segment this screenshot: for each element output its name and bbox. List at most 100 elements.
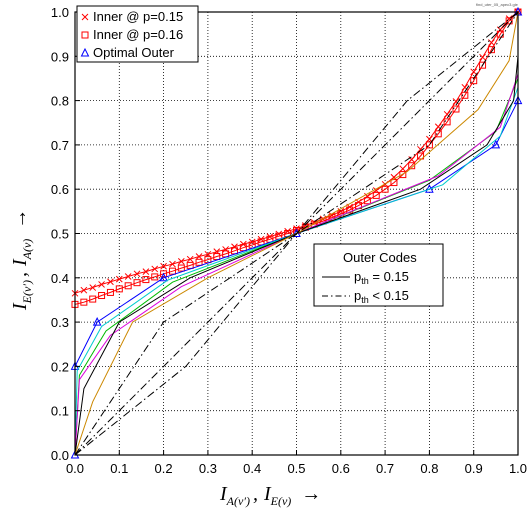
- square-marker: [133, 279, 141, 287]
- square-marker: [505, 17, 513, 25]
- series-line: [74, 11, 519, 456]
- x-marker: [364, 192, 371, 200]
- x-tick-label: 0.0: [66, 461, 84, 476]
- x-marker: [231, 243, 238, 251]
- x-axis-label: IA(v′), IE(v) →: [219, 483, 321, 508]
- square-marker: [89, 295, 97, 303]
- x-marker: [222, 246, 229, 253]
- x-marker: [470, 68, 478, 76]
- square-marker: [98, 292, 106, 300]
- y-tick-label: 0.9: [51, 49, 69, 64]
- legend-label-inner-016: Inner @ p=0.16: [93, 27, 183, 42]
- x-marker: [195, 253, 203, 260]
- series-9: [74, 11, 519, 456]
- x-marker: [81, 13, 89, 21]
- x-marker: [417, 145, 424, 153]
- corner-note: find_uter_05_apec3.gie: [476, 2, 519, 7]
- legend-label-inner-015: Inner @ p=0.15: [93, 9, 183, 24]
- y-tick-label: 0.0: [51, 448, 69, 463]
- square-marker: [195, 258, 203, 266]
- legend2-label-pth-eq: pth = 0.15: [354, 269, 409, 286]
- x-tick-label: 1.0: [509, 461, 527, 476]
- x-marker: [160, 262, 167, 270]
- x-tick-label: 0.9: [465, 461, 483, 476]
- square-marker: [115, 285, 123, 293]
- square-marker: [81, 31, 89, 39]
- y-tick-label: 1.0: [51, 5, 69, 20]
- x-marker: [452, 98, 460, 105]
- square-marker: [168, 267, 176, 275]
- x-marker: [89, 284, 97, 291]
- y-tick-label: 0.3: [51, 315, 69, 330]
- legend-outer-codes: Outer Codes pth = 0.15 pth < 0.15: [313, 243, 444, 307]
- grid: [75, 12, 518, 455]
- triangle-marker: [80, 47, 90, 57]
- x-tick-label: 0.8: [420, 461, 438, 476]
- x-tick-label: 0.4: [243, 461, 261, 476]
- legend-box: [76, 5, 199, 63]
- square-marker: [417, 152, 425, 160]
- square-marker: [186, 261, 194, 269]
- series-10: [74, 11, 519, 456]
- triangle-marker: [159, 272, 168, 282]
- x-marker: [124, 273, 132, 280]
- x-marker: [399, 165, 407, 173]
- square-marker: [363, 197, 371, 205]
- y-tick-label: 0.8: [51, 94, 69, 109]
- y-tick-label: 0.1: [51, 404, 69, 419]
- x-marker: [98, 281, 105, 288]
- x-marker: [239, 240, 247, 248]
- y-tick-label: 0.4: [51, 271, 69, 286]
- square-marker: [151, 273, 159, 281]
- x-tick-label: 0.6: [332, 461, 350, 476]
- square-marker: [239, 244, 247, 252]
- y-tick-label: 0.7: [51, 138, 69, 153]
- x-marker: [115, 275, 123, 283]
- y-tick-label: 0.5: [51, 227, 69, 242]
- x-marker: [107, 278, 114, 286]
- square-marker: [399, 171, 407, 179]
- x-tick-label: 0.5: [287, 461, 305, 476]
- square-marker: [452, 105, 460, 113]
- x-tick-label: 0.1: [110, 461, 128, 476]
- x-marker: [177, 258, 185, 265]
- x-marker: [133, 270, 141, 278]
- square-marker: [372, 191, 380, 199]
- legend-top-left: Inner @ p=0.15 Inner @ p=0.16 Optimal Ou…: [76, 5, 199, 63]
- legend-label-optimal-outer: Optimal Outer: [93, 45, 175, 60]
- square-marker: [408, 162, 416, 170]
- triangle-marker: [491, 139, 501, 149]
- series-line: [74, 11, 519, 456]
- square-marker: [443, 118, 451, 126]
- square-marker: [213, 253, 221, 261]
- square-marker: [160, 270, 168, 278]
- square-marker: [106, 288, 114, 296]
- x-tick-label: 0.2: [155, 461, 173, 476]
- legend2-label-pth-lt: pth < 0.15: [354, 288, 409, 305]
- x-marker: [151, 265, 159, 273]
- y-tick-label: 0.6: [51, 182, 69, 197]
- y-tick-label: 0.2: [51, 359, 69, 374]
- x-marker: [80, 286, 88, 294]
- x-marker: [328, 211, 336, 219]
- x-marker: [142, 268, 150, 275]
- x-tick-label: 0.3: [199, 461, 217, 476]
- x-marker: [443, 110, 451, 118]
- square-marker: [434, 130, 442, 138]
- square-marker: [124, 282, 132, 290]
- square-marker: [142, 276, 150, 284]
- square-marker: [346, 206, 354, 214]
- square-marker: [80, 298, 88, 306]
- x-marker: [488, 39, 495, 46]
- x-marker: [169, 260, 176, 268]
- square-marker: [390, 179, 398, 187]
- legend2-title: Outer Codes: [343, 250, 417, 265]
- x-marker: [186, 255, 194, 263]
- square-marker: [479, 61, 487, 69]
- x-tick-label: 0.7: [376, 461, 394, 476]
- x-marker: [479, 53, 486, 61]
- square-marker: [177, 264, 185, 272]
- y-axis-label: IE(v′),IA(v)→: [9, 209, 34, 311]
